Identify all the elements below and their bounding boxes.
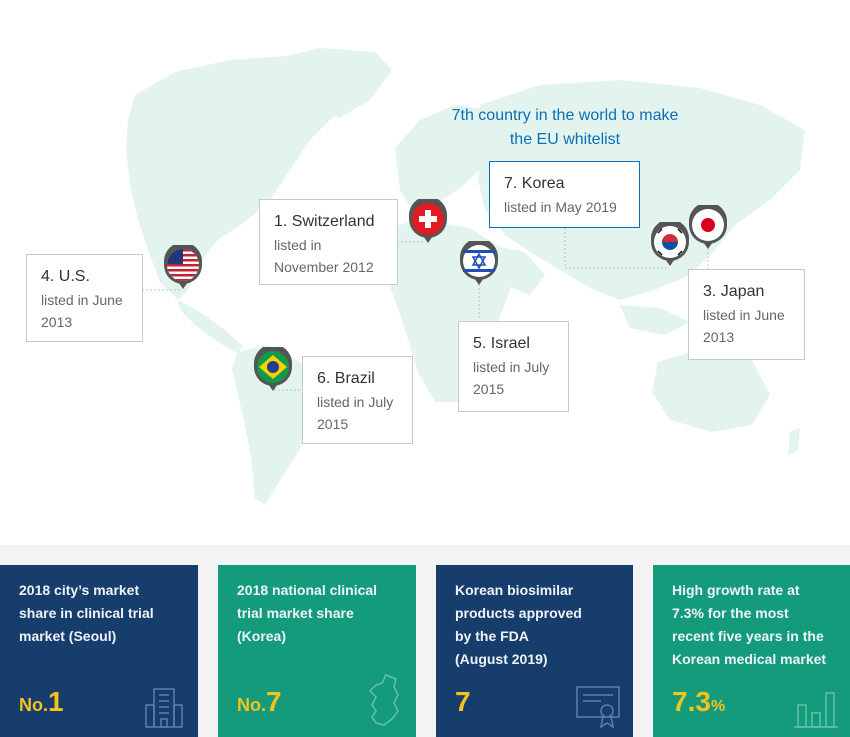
stat-value: No.1: [19, 686, 64, 723]
stat-card-growth-rate: High growth rate at 7.3% for the most re…: [653, 565, 850, 737]
country-title: 1. Switzerland: [274, 213, 375, 230]
stat-suffix: %: [710, 698, 726, 715]
korea-map-icon: [368, 674, 399, 726]
country-title: 5. Israel: [473, 335, 530, 352]
stat-number: 7: [455, 686, 471, 717]
country-listed-year: 2013: [703, 329, 735, 345]
country-listed: listed in July: [473, 359, 550, 375]
stat-label: 2018 city’s market share in clinical tri…: [19, 582, 154, 644]
switzerland-flag-icon: [409, 199, 447, 243]
building-icon: [145, 688, 183, 728]
country-card-israel: 5. Israel listed in July 2015: [458, 321, 569, 412]
stats-section: 2018 city’s market share in clinical tri…: [0, 545, 850, 737]
stat-card-seoul-share: 2018 city’s market share in clinical tri…: [0, 565, 198, 737]
stat-number: 1: [48, 686, 64, 717]
us-flag-icon: [164, 245, 202, 289]
world-map-section: 7th country in the world to make the EU …: [26, 48, 805, 505]
stat-card-biosimilar: Korean biosimilar products approved by t…: [436, 565, 633, 737]
country-title: 6. Brazil: [317, 370, 375, 387]
country-title: 4. U.S.: [41, 268, 90, 285]
israel-flag-icon: [460, 241, 498, 285]
korea-flag-icon: [651, 222, 689, 266]
country-listed: listed in June: [41, 292, 123, 308]
stat-number: 7.3: [672, 686, 711, 717]
stat-prefix: No.: [19, 695, 48, 715]
country-card-japan: 3. Japan listed in June 2013: [688, 269, 805, 360]
country-listed: listed in July: [317, 394, 394, 410]
country-listed-year: November 2012: [274, 259, 374, 275]
country-card-switzerland: 1. Switzerland listed in November 2012: [259, 199, 398, 285]
stat-label: High growth rate at 7.3% for the most re…: [672, 582, 827, 667]
certificate-icon: [576, 686, 620, 729]
stat-label: 2018 national clinical trial market shar…: [237, 582, 378, 644]
country-listed-year: 2015: [317, 416, 349, 432]
country-card-us: 4. U.S. listed in June 2013: [26, 254, 143, 342]
japan-flag-icon: [689, 205, 727, 249]
brazil-flag-icon: [254, 347, 292, 391]
country-card-brazil: 6. Brazil listed in July 2015: [302, 356, 413, 444]
stat-value: No.7: [237, 686, 282, 723]
country-listed: listed in May 2019: [504, 199, 617, 215]
stat-value: 7.3%: [672, 686, 725, 723]
stat-value: 7: [455, 686, 471, 723]
country-title: 3. Japan: [703, 283, 765, 300]
country-listed: listed in: [274, 237, 322, 253]
stat-number: 7: [266, 686, 282, 717]
country-listed-year: 2013: [41, 314, 73, 330]
country-listed: listed in June: [703, 307, 785, 323]
country-title: 7. Korea: [504, 175, 565, 192]
stat-prefix: No.: [237, 695, 266, 715]
country-listed-year: 2015: [473, 381, 505, 397]
callout-line-2: the EU whitelist: [509, 131, 621, 148]
callout-line-1: 7th country in the world to make: [451, 107, 679, 124]
stat-label: Korean biosimilar products approved by t…: [455, 582, 582, 667]
country-card-korea: 7. Korea listed in May 2019: [489, 161, 640, 228]
stat-card-national-share: 2018 national clinical trial market shar…: [218, 565, 416, 737]
bar-chart-icon: [794, 692, 838, 728]
eu-whitelist-callout: 7th country in the world to make the EU …: [430, 104, 700, 152]
